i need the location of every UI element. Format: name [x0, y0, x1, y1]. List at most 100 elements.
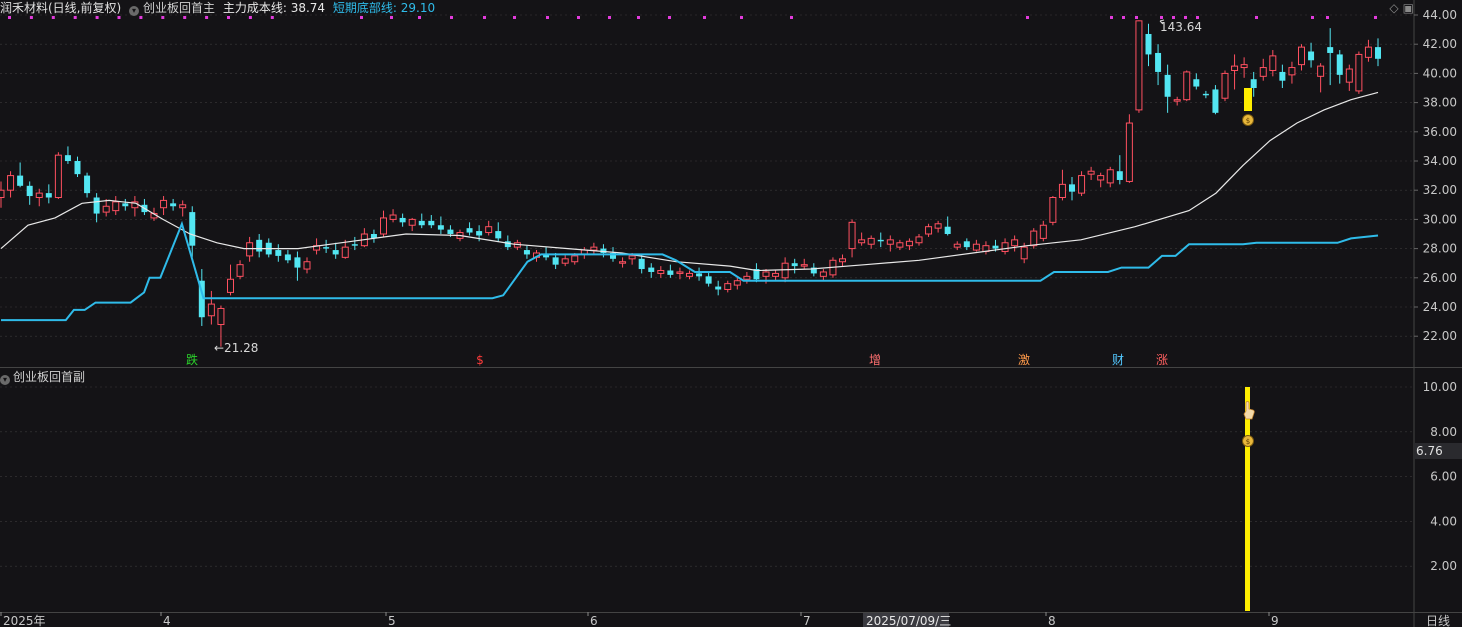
candle[interactable] — [284, 250, 291, 264]
collapse-icon[interactable]: ▾ — [0, 375, 10, 385]
candle[interactable] — [246, 236, 254, 262]
candle[interactable] — [1327, 28, 1334, 86]
candle[interactable] — [676, 267, 684, 280]
candle[interactable] — [1125, 114, 1133, 183]
candle[interactable] — [1087, 166, 1095, 180]
candle[interactable] — [1308, 42, 1315, 68]
candle[interactable] — [953, 241, 961, 251]
candle[interactable] — [1049, 196, 1057, 226]
indicator-name[interactable]: 创业板回首主 — [143, 1, 216, 15]
candle[interactable] — [1221, 70, 1229, 102]
candle[interactable] — [1240, 57, 1248, 78]
candle[interactable] — [437, 216, 444, 234]
candle[interactable] — [54, 152, 62, 199]
candle[interactable] — [1173, 96, 1181, 106]
candle[interactable] — [160, 196, 168, 216]
candle[interactable] — [877, 232, 884, 248]
candle[interactable] — [523, 245, 530, 259]
candle[interactable] — [886, 235, 894, 252]
candle[interactable] — [1193, 73, 1200, 90]
candle[interactable] — [198, 269, 205, 326]
candle[interactable] — [179, 200, 187, 217]
candle[interactable] — [84, 172, 91, 198]
candle[interactable] — [275, 244, 282, 262]
candle[interactable] — [93, 193, 100, 223]
candle[interactable] — [1097, 172, 1105, 188]
candle[interactable] — [1069, 177, 1075, 201]
candle[interactable] — [915, 234, 923, 246]
candle[interactable] — [466, 222, 473, 236]
candle[interactable] — [1078, 171, 1086, 197]
diamond-icon[interactable]: ◇ — [1389, 1, 1399, 15]
candle[interactable] — [619, 257, 627, 268]
candle[interactable] — [1202, 90, 1209, 99]
candle[interactable] — [1355, 51, 1363, 94]
candle[interactable] — [217, 305, 225, 347]
candle[interactable] — [696, 267, 703, 281]
candle[interactable] — [323, 239, 330, 253]
candle[interactable] — [170, 198, 177, 211]
candle[interactable] — [351, 236, 358, 251]
candle[interactable] — [189, 206, 196, 258]
candlesticks[interactable] — [0, 20, 1381, 347]
stock-title[interactable]: 润禾材料(日线,前复权) — [0, 1, 122, 15]
candle[interactable] — [1269, 50, 1277, 77]
candle[interactable] — [590, 242, 598, 255]
candle[interactable] — [303, 257, 311, 274]
candle[interactable] — [74, 156, 81, 178]
candle[interactable] — [638, 254, 645, 274]
candle[interactable] — [1250, 71, 1257, 97]
candle[interactable] — [408, 217, 416, 232]
candle[interactable] — [45, 184, 52, 204]
candle[interactable] — [753, 263, 760, 283]
sub-indicator-name[interactable]: 创业板回首副 — [13, 370, 86, 384]
candle[interactable] — [648, 263, 655, 278]
candle[interactable] — [399, 213, 406, 227]
candle[interactable] — [1039, 220, 1047, 242]
candle[interactable] — [791, 258, 798, 274]
period-label[interactable]: 日线 — [1426, 614, 1450, 627]
candle[interactable] — [858, 232, 866, 246]
collapse-icon[interactable]: ▾ — [129, 6, 140, 16]
candle[interactable] — [35, 188, 43, 207]
candle[interactable] — [686, 270, 693, 280]
candle[interactable] — [705, 271, 712, 287]
candle[interactable] — [934, 220, 942, 233]
candle[interactable] — [7, 171, 15, 198]
candle[interactable] — [1298, 44, 1305, 71]
candle[interactable] — [122, 198, 129, 211]
candle[interactable] — [552, 252, 559, 270]
candle[interactable] — [1336, 50, 1343, 84]
candle[interactable] — [1145, 23, 1152, 67]
candle[interactable] — [848, 219, 856, 258]
candle[interactable] — [1364, 39, 1372, 62]
candle[interactable] — [715, 280, 722, 296]
panel-icon[interactable]: ▣ — [1402, 1, 1414, 15]
candle[interactable] — [733, 277, 741, 290]
candle[interactable] — [1288, 61, 1296, 84]
candle[interactable] — [341, 239, 349, 259]
candle[interactable] — [1259, 58, 1267, 81]
candle[interactable] — [112, 196, 120, 216]
candle[interactable] — [0, 181, 5, 208]
candle[interactable] — [724, 280, 732, 293]
candle[interactable] — [256, 234, 263, 258]
candle[interactable] — [1231, 54, 1239, 90]
candle[interactable] — [485, 220, 493, 236]
candle[interactable] — [495, 222, 502, 242]
candle[interactable] — [810, 263, 817, 277]
candle[interactable] — [800, 258, 808, 270]
candle[interactable] — [867, 235, 875, 249]
candle[interactable] — [64, 146, 71, 164]
candle[interactable] — [418, 213, 425, 229]
candle[interactable] — [896, 239, 904, 251]
candle[interactable] — [905, 238, 913, 251]
candle[interactable] — [17, 162, 24, 188]
candle[interactable] — [561, 254, 569, 267]
candle[interactable] — [1279, 64, 1286, 88]
candle[interactable] — [236, 260, 244, 280]
candle[interactable] — [667, 264, 674, 278]
candle[interactable] — [972, 239, 980, 252]
candle[interactable] — [657, 266, 665, 278]
